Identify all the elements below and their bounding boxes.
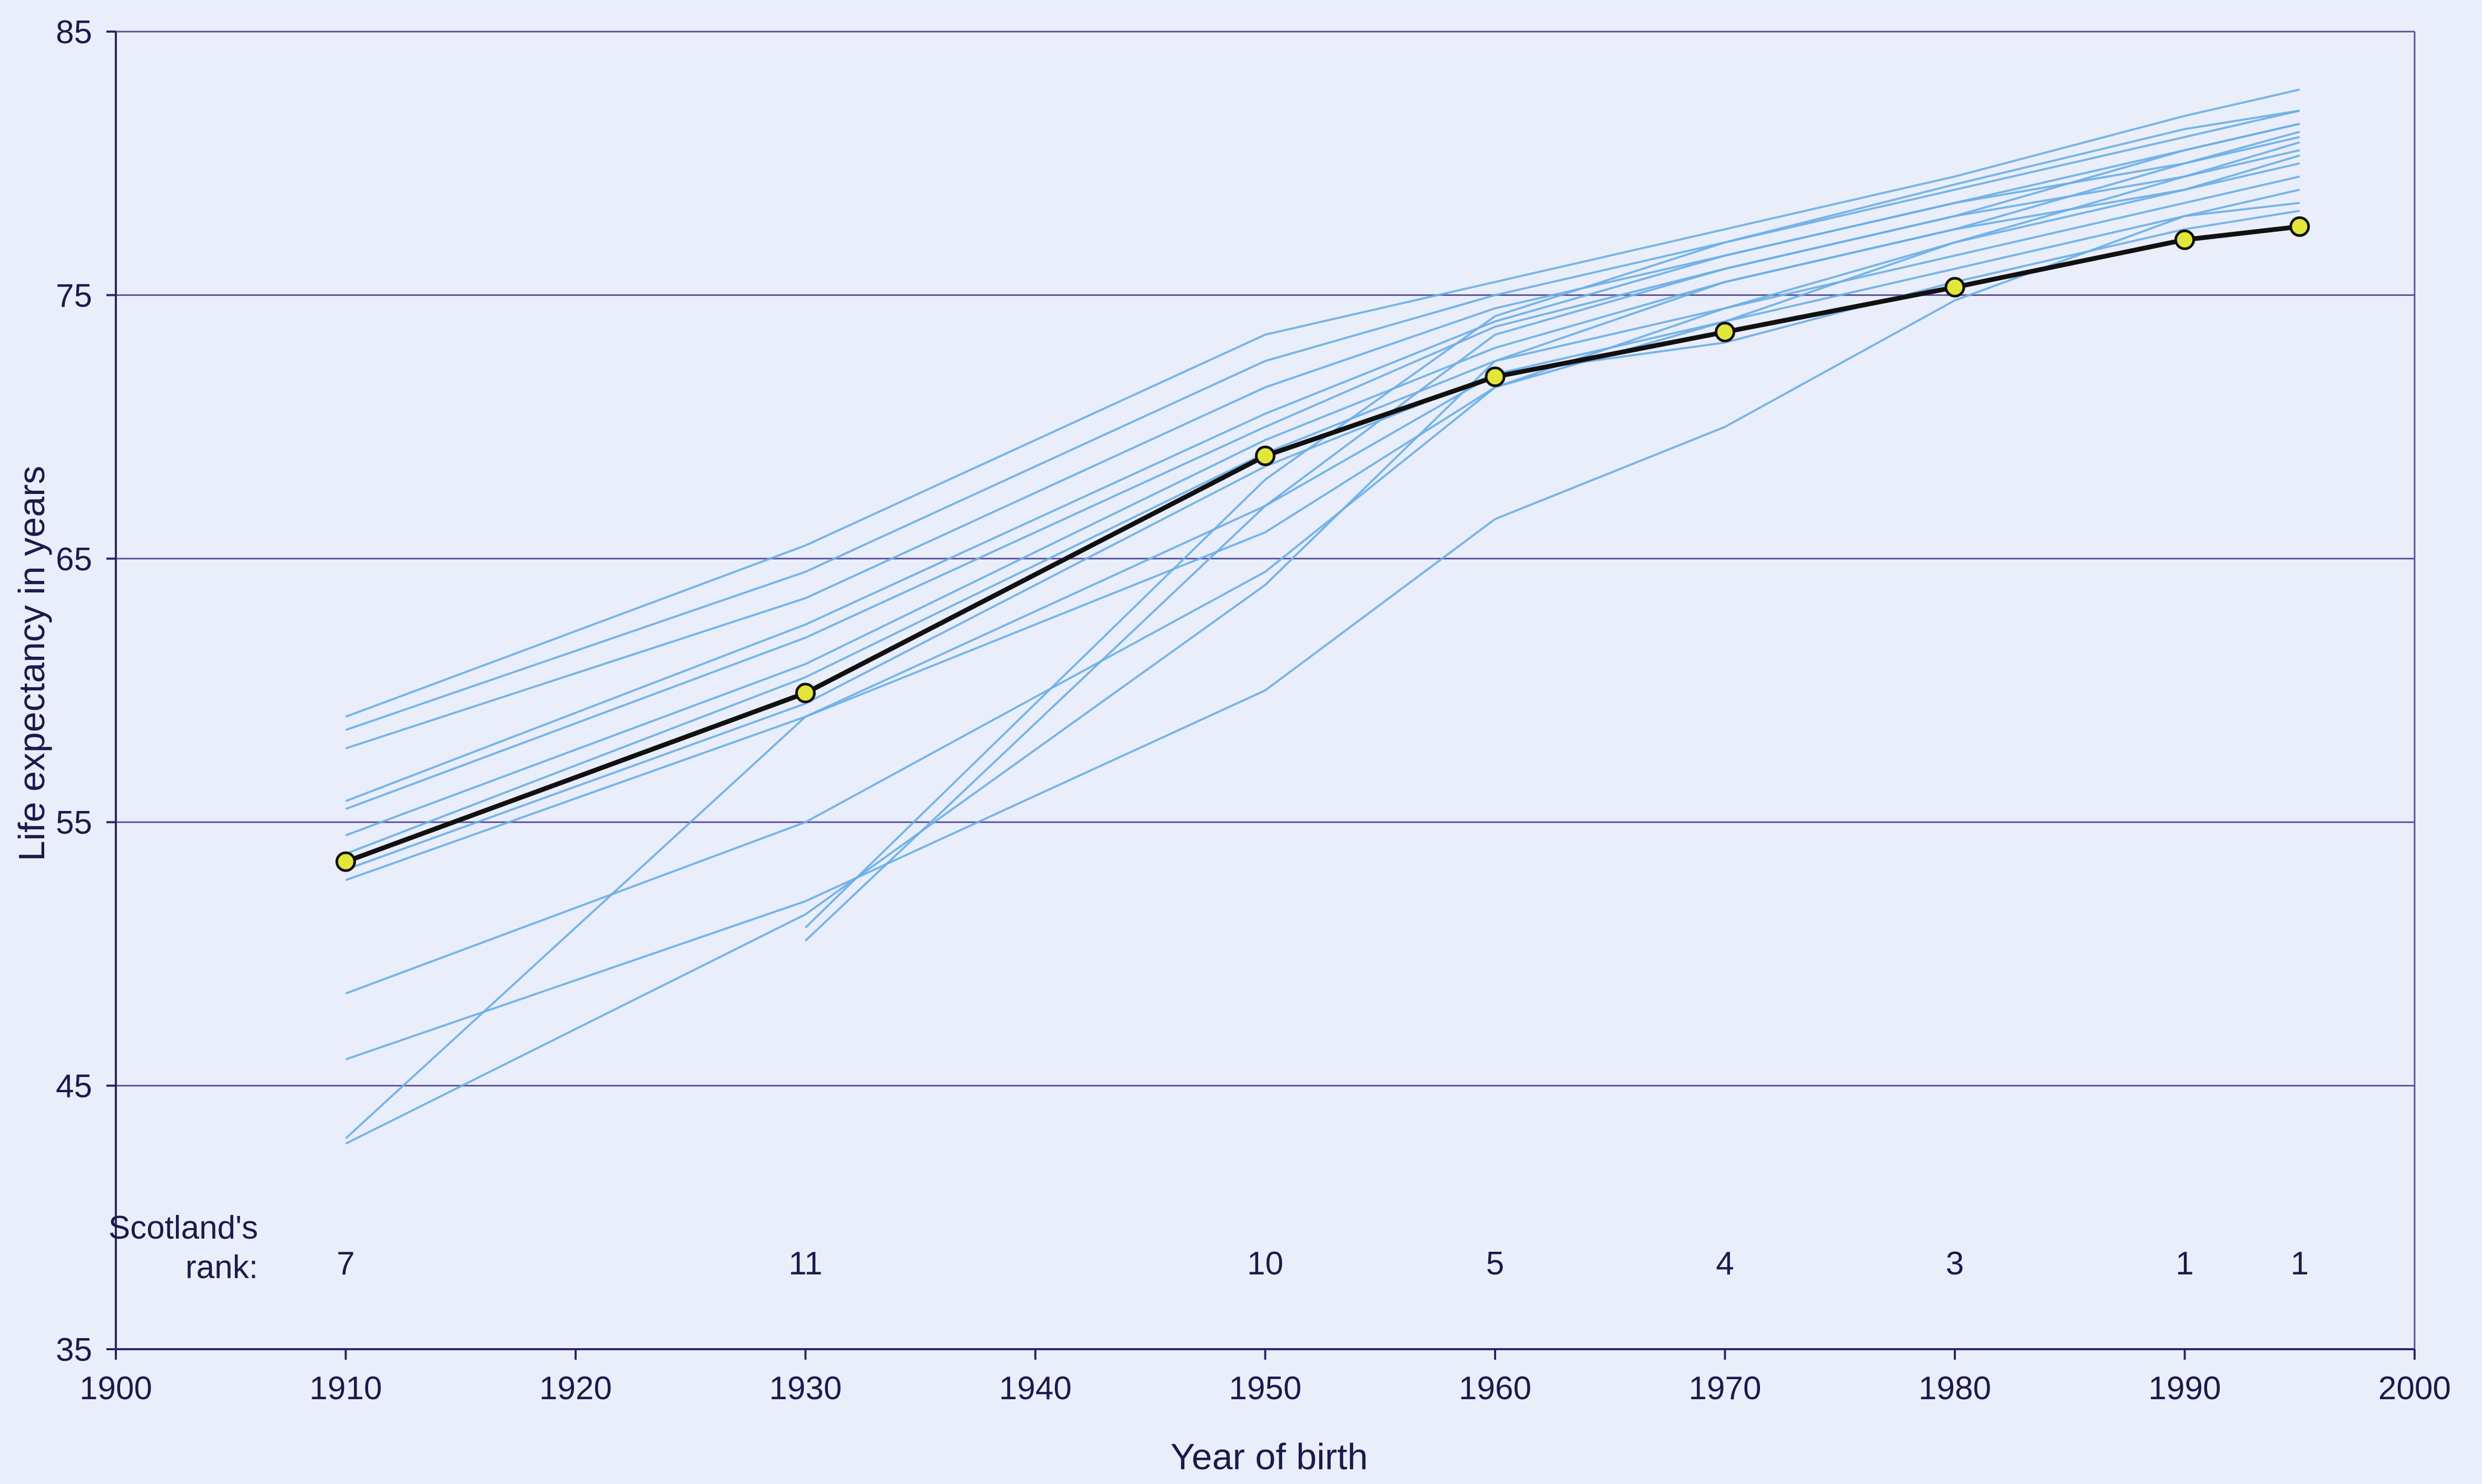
x-tick-label-1900: 1900 xyxy=(80,1370,152,1407)
scotland-point-1950 xyxy=(1255,446,1275,467)
scotland-rank-row: Scotland's rank: 7 11 10 5 4 3 1 1 xyxy=(108,1210,2309,1285)
scotland-series-group xyxy=(335,216,2310,872)
scotland-point-1910 xyxy=(335,851,356,872)
scotland-point-1995 xyxy=(2289,216,2310,237)
rank-label-line-2: rank: xyxy=(185,1249,258,1285)
x-tick-label-1940: 1940 xyxy=(999,1370,1072,1407)
rank-label: Scotland's rank: xyxy=(108,1210,258,1285)
x-tick-label-1910: 1910 xyxy=(310,1370,382,1407)
comparison-series-line-11 xyxy=(345,202,2300,1061)
x-tick-labels: 1900 1910 1920 1930 1940 1950 1960 1970 1980 1990… xyxy=(80,1370,2451,1407)
comparison-series-group xyxy=(345,88,2300,1145)
gridlines xyxy=(116,31,2415,1087)
comparison-series-line-2 xyxy=(345,110,2300,731)
y-tick-label-55: 55 xyxy=(56,805,92,841)
axes xyxy=(106,31,2416,1360)
rank-value-1995: 1 xyxy=(2291,1245,2309,1282)
scotland-point-1930 xyxy=(795,682,816,704)
rank-value-1960: 5 xyxy=(1486,1245,1504,1282)
rank-value-1910: 7 xyxy=(337,1245,354,1282)
x-tick-label-1920: 1920 xyxy=(539,1370,612,1407)
scotland-point-1970 xyxy=(1715,321,1735,342)
comparison-series-line-1 xyxy=(345,88,2300,718)
comparison-series-line-4 xyxy=(345,131,2300,803)
rank-label-line-1: Scotland's xyxy=(108,1210,258,1246)
scotland-point-1960 xyxy=(1485,367,1506,388)
y-tick-labels: 35 45 55 65 75 85 xyxy=(56,14,92,1368)
y-tick-label-85: 85 xyxy=(56,14,92,51)
comparison-series-line-3 xyxy=(345,123,2300,750)
comparison-series-line-14 xyxy=(805,123,2300,942)
comparison-series-line-7 xyxy=(345,175,2300,855)
x-tick-label-1990: 1990 xyxy=(2149,1370,2221,1407)
rank-value-1950: 10 xyxy=(1247,1245,1283,1282)
comparison-series-line-6 xyxy=(345,154,2300,837)
comparison-series-line-15 xyxy=(805,110,2300,928)
rank-value-1990: 1 xyxy=(2176,1245,2193,1282)
y-tick-label-35: 35 xyxy=(56,1332,92,1368)
y-tick-label-45: 45 xyxy=(56,1069,92,1105)
scotland-series-line xyxy=(344,224,2300,864)
rank-value-1970: 4 xyxy=(1716,1245,1734,1282)
x-tick-label-1970: 1970 xyxy=(1689,1370,1762,1407)
y-tick-label-65: 65 xyxy=(56,541,92,578)
x-tick-label-1980: 1980 xyxy=(1919,1370,1991,1407)
rank-value-1980: 3 xyxy=(1946,1245,1964,1282)
comparison-series-line-12 xyxy=(345,149,2300,1140)
comparison-series-line-9 xyxy=(345,210,2300,882)
rank-value-1930: 11 xyxy=(788,1245,822,1282)
x-axis-title: Year of birth xyxy=(1171,1436,1368,1477)
comparison-series-line-5 xyxy=(345,141,2300,810)
x-tick-label-2000: 2000 xyxy=(2378,1370,2451,1407)
x-tick-label-1950: 1950 xyxy=(1229,1370,1302,1407)
scotland-point-1990 xyxy=(2174,229,2195,250)
y-tick-label-75: 75 xyxy=(56,278,92,314)
comparison-series-line-13 xyxy=(345,136,2300,1145)
x-tick-label-1930: 1930 xyxy=(769,1370,842,1407)
y-axis-title: Life expectancy in years xyxy=(11,466,52,862)
scotland-point-1980 xyxy=(1944,276,1965,298)
x-tick-label-1960: 1960 xyxy=(1459,1370,1531,1407)
